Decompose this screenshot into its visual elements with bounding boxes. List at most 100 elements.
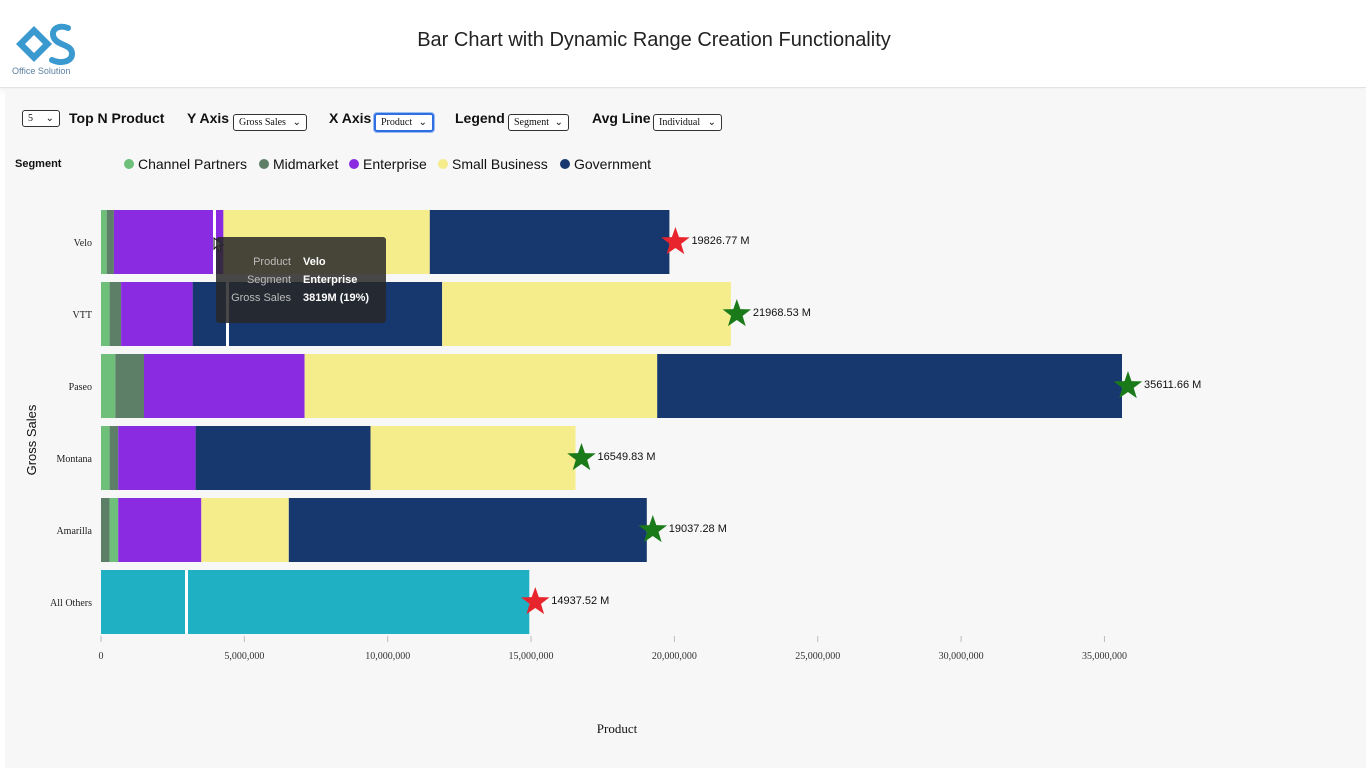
legend-swatch (349, 159, 359, 169)
x-tick-label: 35,000,000 (1082, 651, 1127, 662)
legend-swatch (438, 159, 448, 169)
hover-divider (185, 570, 188, 634)
tooltip-row: Product Velo (216, 256, 386, 274)
bar-segment[interactable] (304, 354, 658, 418)
bar-segment[interactable] (101, 426, 110, 490)
y-tick-label: All Others (50, 598, 92, 609)
chevron-down-icon: ⌄ (707, 117, 716, 128)
bar-segment[interactable] (118, 426, 196, 490)
bar-segment[interactable] (195, 426, 371, 490)
x-tick-label: 5,000,000 (224, 651, 264, 662)
legend-item-midmarket[interactable]: Midmarket (259, 156, 338, 172)
bar-segment[interactable] (101, 282, 110, 346)
total-data-label: 35611.66 M (1144, 379, 1201, 391)
legend-item-label: Small Business (452, 156, 548, 172)
total-star-marker (567, 443, 596, 471)
x-tick-label: 15,000,000 (509, 651, 554, 662)
total-star-marker (1113, 371, 1143, 399)
legend-item-label: Channel Partners (138, 156, 247, 172)
y-tick-label: Montana (56, 454, 92, 465)
bar-segment[interactable] (288, 498, 647, 562)
tooltip-key: Product (253, 256, 291, 268)
bar-segment[interactable] (109, 282, 122, 346)
chevron-down-icon: ⌄ (45, 113, 54, 124)
top-n-select-value: 5 (28, 113, 33, 124)
x-tick-label: 20,000,000 (652, 651, 697, 662)
total-star-marker (661, 227, 690, 255)
chevron-down-icon: ⌄ (418, 117, 427, 128)
bar-segment[interactable] (115, 354, 144, 418)
y-axis-select-value: Gross Sales (239, 117, 286, 128)
tooltip-value: Velo (303, 256, 326, 268)
total-data-label: 14937.52 M (551, 595, 609, 607)
x-tick-label: 10,000,000 (365, 651, 410, 662)
legend-item-channel-partners[interactable]: Channel Partners (124, 156, 247, 172)
legend-item-label: Enterprise (363, 156, 427, 172)
bar-segment[interactable] (144, 354, 305, 418)
bar-segment[interactable] (109, 426, 119, 490)
bar-segment[interactable] (113, 210, 224, 274)
x-axis-select[interactable]: Product ⌄ (374, 113, 434, 132)
bar-segment[interactable] (101, 498, 110, 562)
avg-line-select-value: Individual (659, 117, 701, 128)
legend-item-small-business[interactable]: Small Business (438, 156, 548, 172)
legend-title: Segment (15, 158, 62, 170)
x-axis-select-value: Product (381, 117, 413, 128)
total-data-label: 19037.28 M (669, 523, 727, 535)
bar-segment[interactable] (106, 210, 114, 274)
tooltip-value: Enterprise (303, 274, 358, 286)
legend-swatch (560, 159, 570, 169)
top-n-label: Top N Product (69, 110, 165, 126)
bar-segment[interactable] (201, 498, 289, 562)
legend-select[interactable]: Segment ⌄ (508, 114, 569, 131)
legend-select-value: Segment (514, 117, 549, 128)
legend-item-label: Midmarket (273, 156, 339, 172)
total-star-marker (521, 587, 550, 615)
tooltip-key: Gross Sales (231, 292, 291, 304)
y-axis-label: Y Axis (187, 110, 230, 126)
total-star-marker (638, 515, 668, 543)
legend-item-enterprise[interactable]: Enterprise (349, 156, 427, 172)
x-tick-label: 25,000,000 (795, 651, 840, 662)
total-data-label: 16549.83 M (597, 451, 655, 463)
legend-swatch (259, 159, 269, 169)
y-tick-label: Velo (74, 238, 92, 249)
y-tick-label: VTT (73, 310, 92, 321)
x-tick-label: 0 (99, 651, 104, 662)
bar-segment[interactable] (442, 282, 731, 346)
y-axis-select[interactable]: Gross Sales ⌄ (233, 114, 307, 131)
total-data-label: 21968.53 M (753, 307, 811, 319)
logo-caption: Office Solution (12, 66, 71, 76)
tooltip-row: Gross Sales 3819M (19%) (216, 292, 386, 310)
office-solution-logo (16, 23, 76, 65)
x-axis-label: X Axis (329, 110, 372, 126)
bar-segment[interactable] (101, 570, 530, 634)
legend-swatch (124, 159, 134, 169)
bar-segment[interactable] (101, 210, 107, 274)
avg-line-select[interactable]: Individual ⌄ (653, 114, 722, 131)
x-tick-label: 30,000,000 (939, 651, 984, 662)
y-tick-label: Paseo (69, 382, 92, 393)
legend-item-label: Government (574, 156, 652, 172)
x-axis-title: Product (597, 721, 638, 736)
bar-segment[interactable] (109, 498, 119, 562)
bar-segment[interactable] (121, 282, 193, 346)
legend-item-government[interactable]: Government (560, 156, 651, 172)
tooltip-value: 3819M (19%) (303, 292, 370, 304)
bar-segment[interactable] (101, 354, 116, 418)
page-title: Bar Chart with Dynamic Range Creation Fu… (417, 29, 891, 51)
y-axis-title: Gross Sales (24, 404, 39, 475)
tooltip-key: Segment (246, 274, 291, 286)
chevron-down-icon: ⌄ (554, 117, 563, 128)
bar-tooltip: Product Velo Segment Enterprise Gross Sa… (216, 237, 386, 323)
tooltip-row: Segment Enterprise (216, 274, 386, 292)
top-n-select[interactable]: 5 ⌄ (22, 110, 60, 127)
bar-segment[interactable] (657, 354, 1122, 418)
y-tick-label: Amarilla (56, 526, 92, 537)
bar-segment[interactable] (429, 210, 670, 274)
app-header: Office Solution Bar Chart with Dynamic R… (0, 0, 1366, 88)
avg-line-label: Avg Line (592, 110, 651, 126)
bar-segment[interactable] (370, 426, 576, 490)
bar-segment[interactable] (118, 498, 202, 562)
